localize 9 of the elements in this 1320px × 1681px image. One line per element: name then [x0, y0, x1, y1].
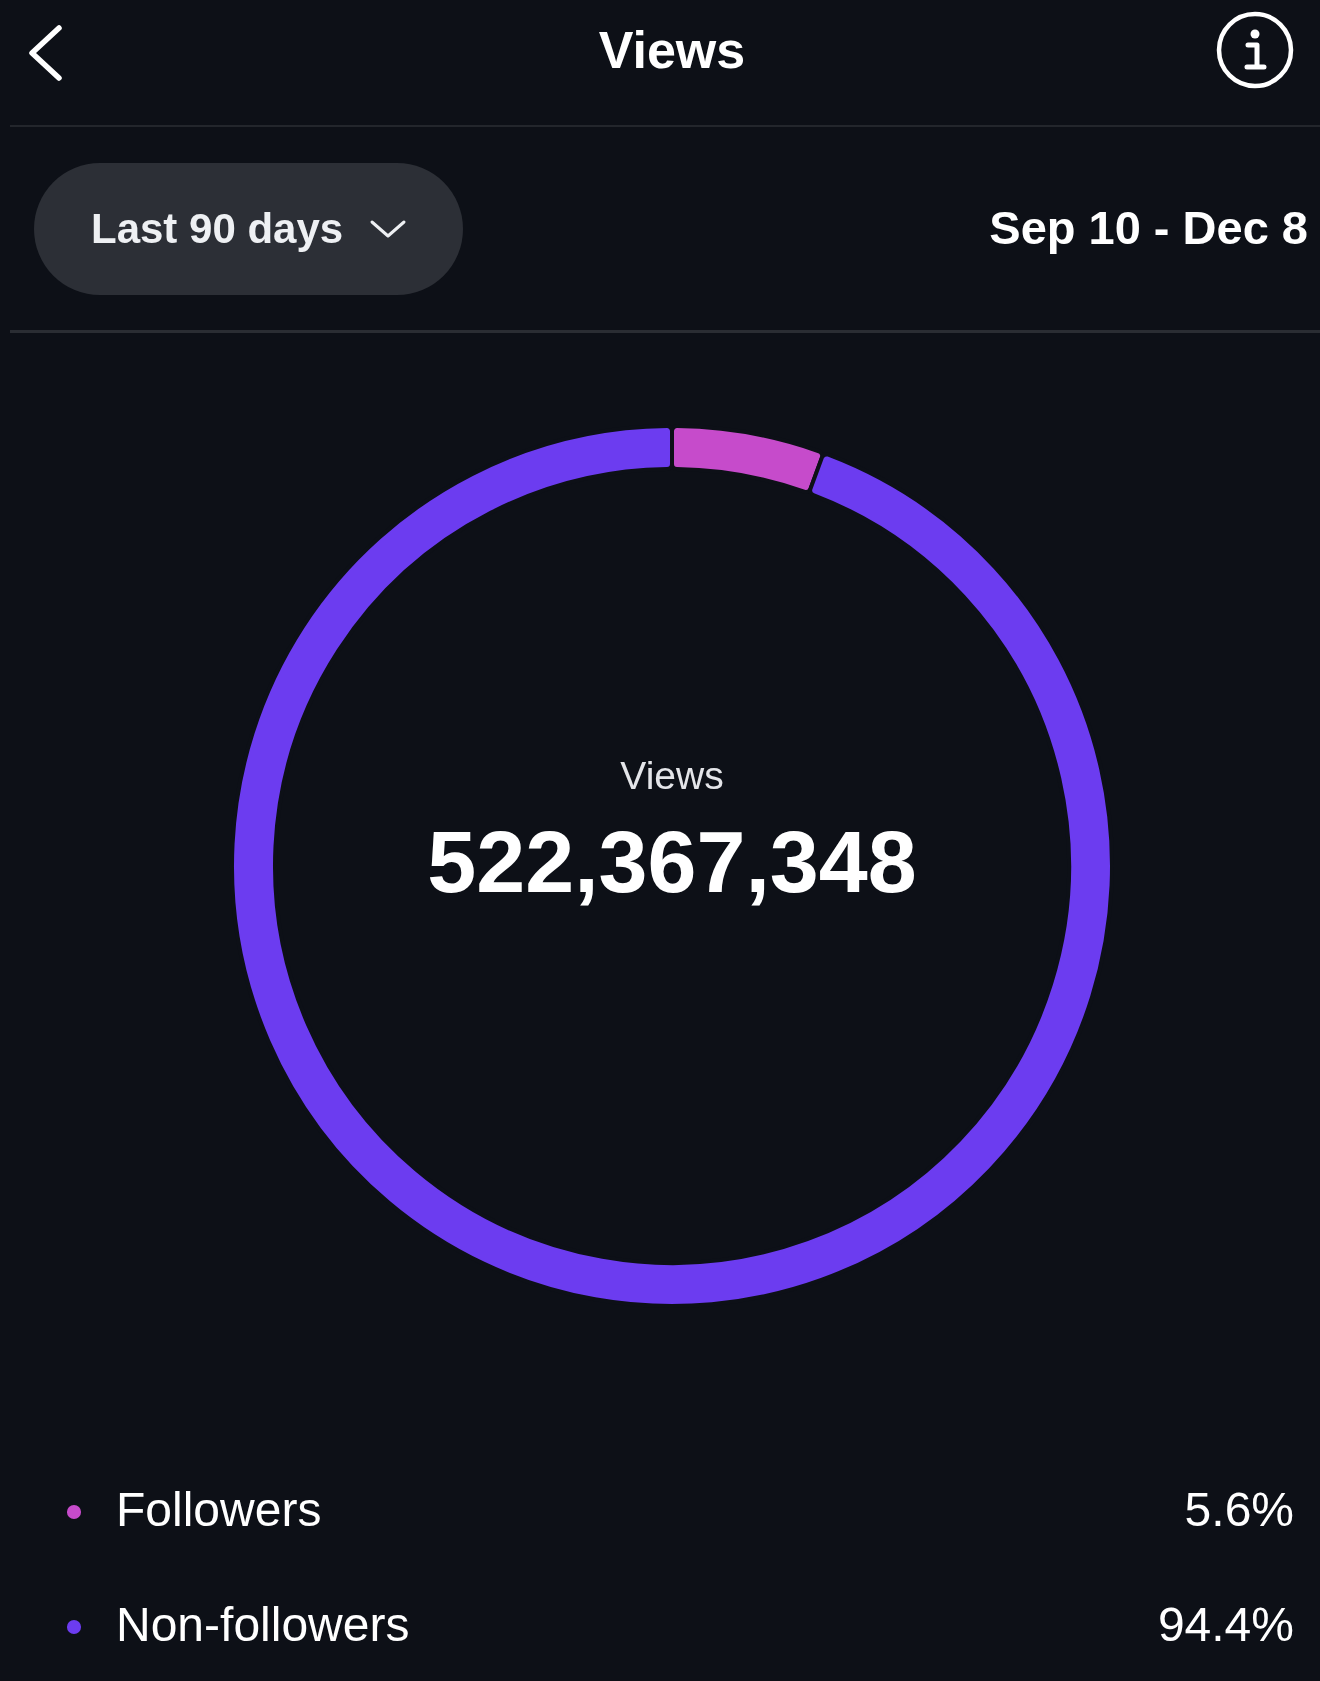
- chart-subtitle: Sep 10 - Dec 8: [989, 200, 1308, 256]
- data-label: 5.6%: [1184, 1483, 1294, 1536]
- legend-label: Followers: [116, 1483, 322, 1536]
- chart-title: Views: [597, 20, 747, 81]
- text: 522,367,348: [427, 812, 917, 911]
- legend-label: Non-followers: [116, 1598, 410, 1651]
- dropdown-button: Last 90 days: [34, 163, 463, 295]
- text: Views: [620, 754, 724, 797]
- data-label: 94.4%: [1157, 1598, 1294, 1651]
